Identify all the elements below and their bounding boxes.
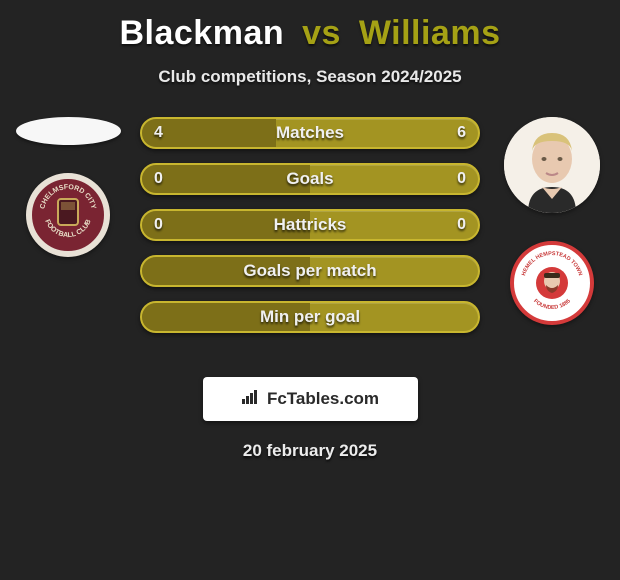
stat-label: Matches bbox=[276, 123, 344, 143]
svg-text:HEMEL HEMPSTEAD TOWN: HEMEL HEMPSTEAD TOWN bbox=[521, 251, 583, 277]
stat-bar-hattricks: 0 Hattricks 0 bbox=[140, 209, 480, 241]
comparison-layout: CHELMSFORD CITY FOOTBALL CLUB 4 Matches … bbox=[0, 117, 620, 377]
stat-bar-goals-per-match: Goals per match bbox=[140, 255, 480, 287]
stat-bars: 4 Matches 6 0 Goals 0 0 Hattricks 0 Goal… bbox=[140, 117, 480, 347]
comparison-card: Blackman vs Williams Club competitions, … bbox=[0, 0, 620, 580]
player2-name: Williams bbox=[359, 14, 501, 52]
player1-name: Blackman bbox=[119, 14, 284, 52]
brand-box[interactable]: FcTables.com bbox=[203, 377, 418, 421]
stat-bar-matches: 4 Matches 6 bbox=[140, 117, 480, 149]
stat-right-value: 0 bbox=[457, 170, 466, 188]
footer-date: 20 february 2025 bbox=[0, 441, 620, 461]
brand-label: FcTables.com bbox=[267, 389, 379, 409]
player2-avatar bbox=[504, 117, 600, 213]
club-crest-icon: HEMEL HEMPSTEAD TOWN FOUNDED 1885 bbox=[516, 247, 588, 319]
stat-bar-goals: 0 Goals 0 bbox=[140, 163, 480, 195]
stat-fill bbox=[142, 165, 310, 193]
stat-left-value: 4 bbox=[154, 124, 163, 142]
person-icon bbox=[504, 117, 600, 213]
page-title: Blackman vs Williams bbox=[0, 0, 620, 53]
stat-right-value: 0 bbox=[457, 216, 466, 234]
stat-right-value: 6 bbox=[457, 124, 466, 142]
stat-label: Goals per match bbox=[243, 261, 376, 281]
left-column: CHELMSFORD CITY FOOTBALL CLUB bbox=[8, 117, 128, 257]
stat-bar-min-per-goal: Min per goal bbox=[140, 301, 480, 333]
subtitle: Club competitions, Season 2024/2025 bbox=[0, 67, 620, 87]
player1-avatar bbox=[16, 117, 121, 145]
stat-left-value: 0 bbox=[154, 170, 163, 188]
chart-icon bbox=[241, 389, 261, 410]
vs-label: vs bbox=[302, 14, 341, 52]
stat-label: Min per goal bbox=[260, 307, 360, 327]
stat-left-value: 0 bbox=[154, 216, 163, 234]
right-column: HEMEL HEMPSTEAD TOWN FOUNDED 1885 bbox=[492, 117, 612, 325]
player2-club-badge: HEMEL HEMPSTEAD TOWN FOUNDED 1885 bbox=[510, 241, 594, 325]
stat-label: Goals bbox=[286, 169, 333, 189]
shield-icon: CHELMSFORD CITY FOOTBALL CLUB bbox=[36, 181, 100, 245]
stat-label: Hattricks bbox=[274, 215, 347, 235]
svg-text:FOUNDED 1885: FOUNDED 1885 bbox=[532, 298, 572, 311]
player1-club-badge: CHELMSFORD CITY FOOTBALL CLUB bbox=[26, 173, 110, 257]
